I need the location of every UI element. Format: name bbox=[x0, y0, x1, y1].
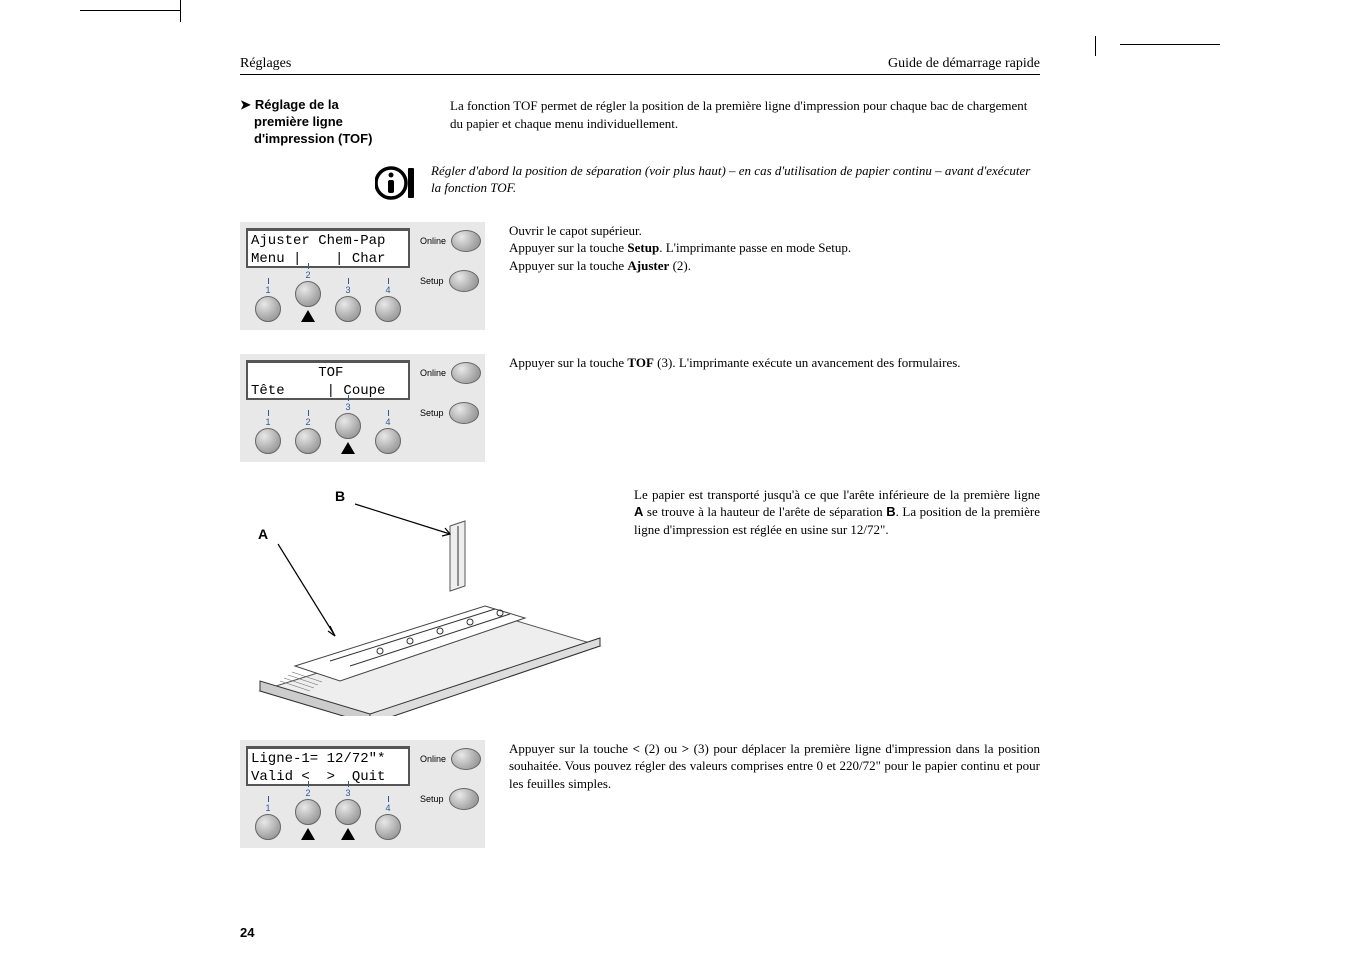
page-header: Réglages Guide de démarrage rapide bbox=[240, 56, 1040, 75]
key-1[interactable] bbox=[255, 296, 281, 322]
info-icon bbox=[375, 162, 417, 204]
key-1[interactable] bbox=[255, 814, 281, 840]
setup-button[interactable] bbox=[449, 270, 479, 292]
crop-mark bbox=[1120, 44, 1220, 45]
arrow-up-icon bbox=[301, 310, 315, 322]
key-4[interactable] bbox=[375, 428, 401, 454]
key-3[interactable] bbox=[335, 296, 361, 322]
section-intro: La fonction TOF permet de régler la posi… bbox=[450, 97, 1040, 148]
panel-row-2: TOF Tête | Coupe 1 2 3 4 Online Setup Ap… bbox=[240, 354, 1040, 462]
crop-mark bbox=[80, 10, 180, 11]
key-2[interactable] bbox=[295, 281, 321, 307]
key-2[interactable] bbox=[295, 799, 321, 825]
section-heading-row: ➤Réglage de la première ligne d'impressi… bbox=[240, 97, 1040, 148]
side-buttons: Online Setup bbox=[420, 230, 481, 292]
arrow-up-icon bbox=[301, 828, 315, 840]
diagram-text: Le papier est transporté jusqu'à ce que … bbox=[634, 486, 1040, 539]
crop-mark bbox=[1095, 36, 1096, 56]
arrow-up-icon bbox=[341, 828, 355, 840]
info-text: Régler d'abord la position de séparation… bbox=[431, 162, 1040, 197]
key-3[interactable] bbox=[335, 413, 361, 439]
lcd-screen: TOF Tête | Coupe bbox=[246, 360, 410, 400]
page-content: Réglages Guide de démarrage rapide ➤Régl… bbox=[240, 56, 1040, 872]
key-2[interactable] bbox=[295, 428, 321, 454]
page-number: 24 bbox=[240, 925, 254, 940]
crop-mark bbox=[180, 0, 181, 22]
printer-panel: Ajuster Chem-Pap Menu | | Char 1 2 3 4 O… bbox=[240, 222, 485, 330]
diagram-label-b: B bbox=[335, 488, 345, 504]
printer-panel: TOF Tête | Coupe 1 2 3 4 Online Setup bbox=[240, 354, 485, 462]
key-4[interactable] bbox=[375, 814, 401, 840]
panel-2-text: Appuyer sur la touche TOF (3). L'imprima… bbox=[509, 354, 1040, 372]
online-button[interactable] bbox=[451, 748, 481, 770]
key-1[interactable] bbox=[255, 428, 281, 454]
header-right: Guide de démarrage rapide bbox=[888, 56, 1040, 72]
setup-button[interactable] bbox=[449, 788, 479, 810]
side-buttons: Online Setup bbox=[420, 362, 481, 424]
header-left: Réglages bbox=[240, 56, 291, 72]
info-callout: Régler d'abord la position de séparation… bbox=[375, 162, 1040, 204]
section-arrow-icon: ➤ bbox=[240, 97, 251, 112]
panel-row-3: Ligne-1= 12/72"* Valid < > Quit 1 2 3 4 … bbox=[240, 740, 1040, 848]
diagram-label-a: A bbox=[258, 526, 268, 542]
key-3[interactable] bbox=[335, 799, 361, 825]
panel-row-1: Ajuster Chem-Pap Menu | | Char 1 2 3 4 O… bbox=[240, 222, 1040, 330]
setup-button[interactable] bbox=[449, 402, 479, 424]
printer-diagram: A B bbox=[240, 486, 610, 716]
online-button[interactable] bbox=[451, 362, 481, 384]
key-4[interactable] bbox=[375, 296, 401, 322]
panel-1-text: Ouvrir le capot supérieur. Appuyer sur l… bbox=[509, 222, 1040, 275]
lcd-screen: Ligne-1= 12/72"* Valid < > Quit bbox=[246, 746, 410, 786]
side-buttons: Online Setup bbox=[420, 748, 481, 810]
online-button[interactable] bbox=[451, 230, 481, 252]
panel-3-text: Appuyer sur la touche < (2) ou > (3) pou… bbox=[509, 740, 1040, 793]
section-heading: ➤Réglage de la première ligne d'impressi… bbox=[240, 97, 430, 148]
lcd-screen: Ajuster Chem-Pap Menu | | Char bbox=[246, 228, 410, 268]
printer-panel: Ligne-1= 12/72"* Valid < > Quit 1 2 3 4 … bbox=[240, 740, 485, 848]
arrow-up-icon bbox=[341, 442, 355, 454]
diagram-row: A B Le papier est transporté jusqu'à ce … bbox=[240, 486, 1040, 716]
